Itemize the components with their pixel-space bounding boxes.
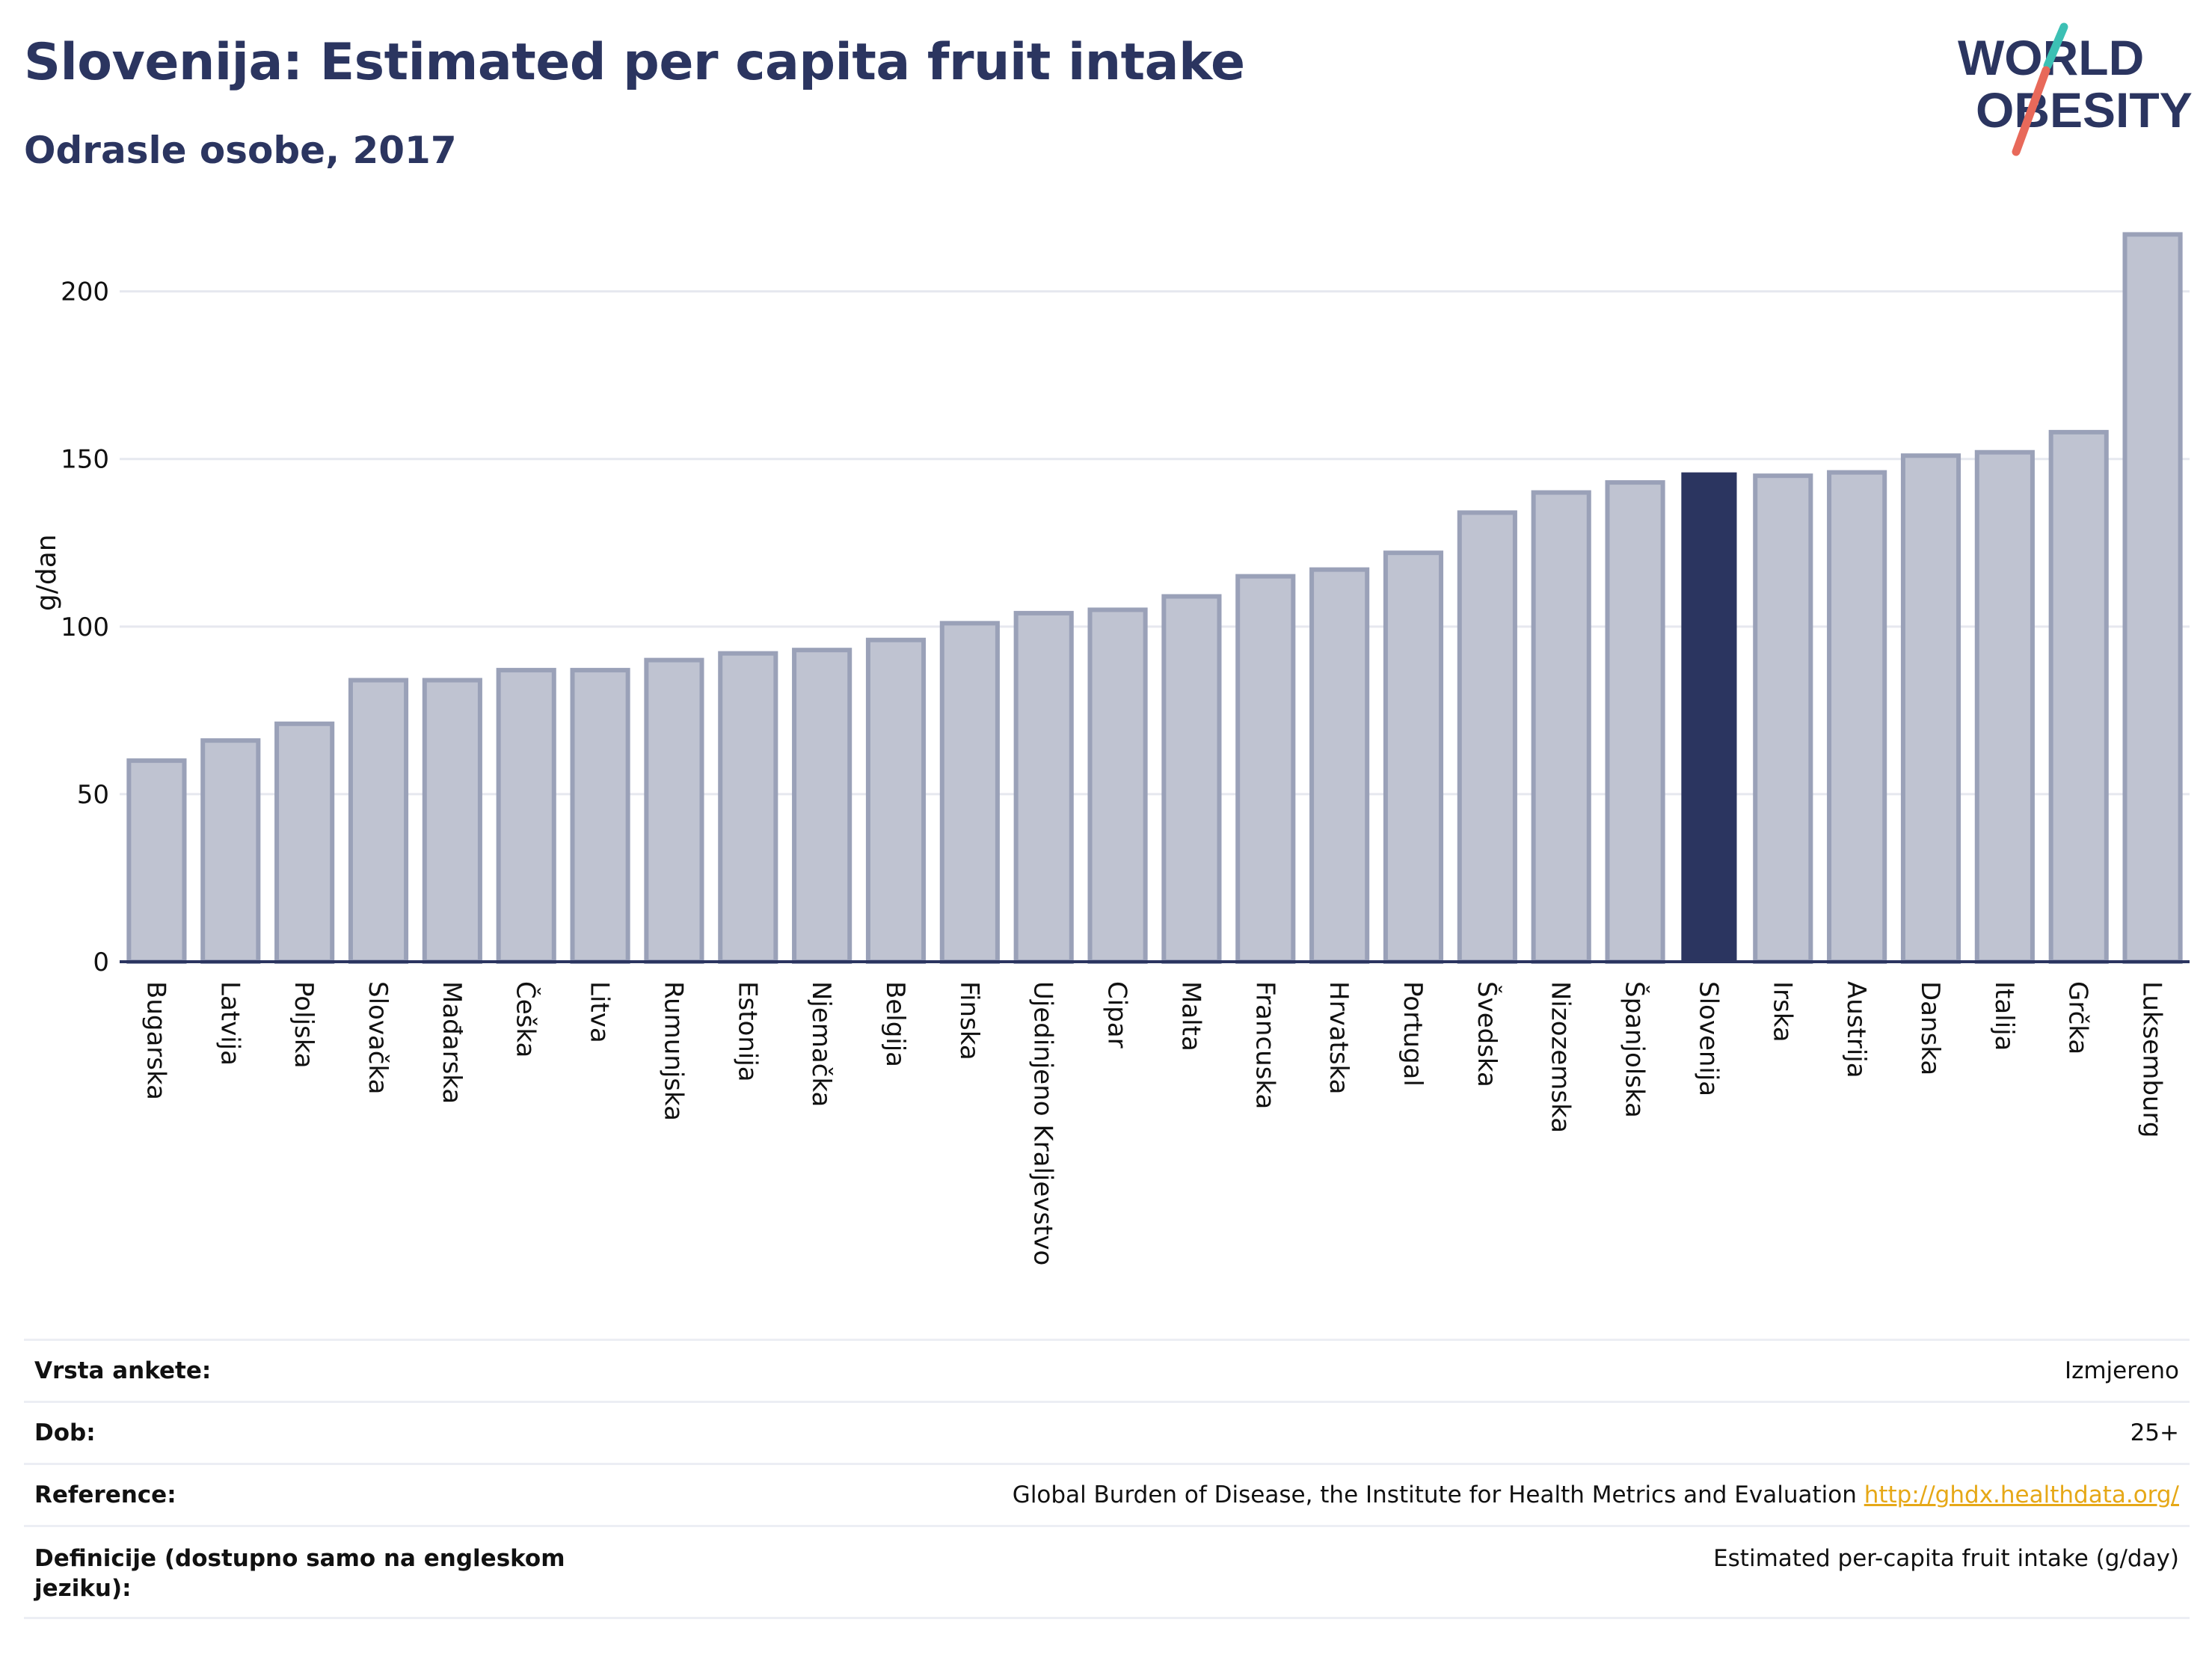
x-tick-label: Francuska <box>1250 981 1279 1109</box>
x-tick-label: Slovenija <box>1693 981 1723 1096</box>
bar-belgija <box>865 637 927 965</box>
info-table: Vrsta ankete: Izmjereno Dob: 25+ Referen… <box>24 1339 2190 1619</box>
info-value: Izmjereno <box>2064 1357 2179 1384</box>
bar-hrvatska <box>1309 567 1370 964</box>
x-tick-label: Njemačka <box>806 981 836 1107</box>
bar-estonija <box>718 651 778 964</box>
bar-litva <box>570 668 630 965</box>
logo-word-obesity: OBESITY <box>1976 82 2193 138</box>
logo-slash-teal <box>2043 22 2068 70</box>
bar-austrija <box>1827 470 1887 964</box>
info-label: Vrsta ankete: <box>34 1357 212 1384</box>
x-tick-label: Malta <box>1176 981 1205 1051</box>
x-tick-label: Finska <box>954 981 984 1060</box>
x-tick-label: Estonija <box>732 981 762 1082</box>
x-tick-label: Italija <box>1989 981 2019 1051</box>
bar-portugal <box>1383 550 1444 964</box>
x-tick-label: Irska <box>1767 981 1797 1043</box>
bar-malta <box>1161 594 1222 964</box>
x-tick-label: Luksemburg <box>2137 981 2167 1137</box>
bar-bugarska <box>126 758 187 964</box>
info-label: Definicije (dostupno samo na engleskom j… <box>34 1545 565 1602</box>
x-tick-label: Španjolska <box>1620 981 1650 1118</box>
x-tick-label: Portugal <box>1398 981 1428 1087</box>
bar-poljska <box>274 721 335 964</box>
bar-češka <box>496 668 556 965</box>
reference-text: Global Burden of Disease, the Institute … <box>1012 1481 1857 1508</box>
chart-title: Slovenija: Estimated per capita fruit in… <box>24 33 1245 92</box>
bar-švedska <box>1457 510 1517 964</box>
info-label: Dob: <box>34 1419 96 1446</box>
bar-mađarska <box>422 678 482 964</box>
x-tick-label: Bugarska <box>141 981 170 1100</box>
info-row-reference: Reference: Global Burden of Disease, the… <box>24 1463 2190 1525</box>
x-tick-label: Belgija <box>880 981 910 1067</box>
bar-finska <box>939 621 1000 964</box>
bar-danska <box>1900 453 1961 964</box>
x-tick-label: Mađarska <box>437 981 467 1104</box>
info-value: Estimated per-capita fruit intake (g/day… <box>1713 1545 2179 1572</box>
x-tick-label: Švedska <box>1472 981 1502 1087</box>
x-tick-label: Ujedinjeno Kraljevstvo <box>1028 981 1058 1265</box>
y-tick-label: 50 <box>77 780 109 810</box>
bar-španjolska <box>1605 480 1665 964</box>
bar-ujedinjeno-kraljevstvo <box>1013 610 1074 965</box>
bar-irska <box>1753 473 1813 964</box>
reference-link[interactable]: http://ghdx.healthdata.org/ <box>1864 1481 2179 1508</box>
bar-luksemburg <box>2122 232 2183 965</box>
x-tick-label: Poljska <box>289 981 319 1069</box>
bar-slovenija <box>1681 472 1737 962</box>
bar-francuska <box>1235 574 1296 964</box>
bar-nizozemska <box>1531 490 1591 964</box>
x-tick-label: Danska <box>1915 981 1945 1075</box>
info-row-survey-type: Vrsta ankete: Izmjereno <box>24 1339 2190 1401</box>
world-obesity-logo: WORLD OBESITY <box>1958 22 2193 156</box>
x-tick-label: Litva <box>585 981 615 1043</box>
x-tick-label: Rumunjska <box>658 981 688 1121</box>
x-tick-label: Slovačka <box>363 981 393 1094</box>
x-tick-label: Nizozemska <box>1546 981 1576 1133</box>
bar-cipar <box>1087 607 1148 965</box>
info-label: Reference: <box>34 1481 176 1508</box>
info-row-age: Dob: 25+ <box>24 1401 2190 1463</box>
x-tick-label: Austrija <box>1841 981 1871 1078</box>
info-value: Global Burden of Disease, the Institute … <box>1013 1480 2179 1510</box>
info-value: 25+ <box>2130 1419 2179 1446</box>
x-tick-label: Hrvatska <box>1324 981 1354 1094</box>
x-tick-label: Cipar <box>1102 981 1132 1048</box>
info-row-definitions: Definicije (dostupno samo na engleskom j… <box>24 1525 2190 1619</box>
bar-chart: 0 50 100 150 200 g/dan Bugarska Latvija Poljska S… <box>31 232 2190 1265</box>
y-tick-label: 150 <box>61 445 109 475</box>
y-tick-label: 200 <box>61 277 109 307</box>
x-tick-label: Grčka <box>2063 981 2093 1054</box>
x-tick-label: Latvija <box>215 981 245 1066</box>
bar-latvija <box>200 738 261 964</box>
bar-slovačka <box>348 678 409 964</box>
y-tick-label: 100 <box>61 612 109 642</box>
bar-grčka <box>2048 429 2109 964</box>
bar-njemačka <box>792 648 852 964</box>
logo-slash-coral <box>2012 66 2050 156</box>
y-tick-label: 0 <box>93 948 109 977</box>
bar-rumunjska <box>644 657 704 964</box>
bar-italija <box>1974 449 2035 964</box>
y-axis-label: g/dan <box>31 534 62 611</box>
chart-subtitle: Odrasle osobe, 2017 <box>24 129 457 172</box>
x-tick-label: Češka <box>511 981 541 1057</box>
